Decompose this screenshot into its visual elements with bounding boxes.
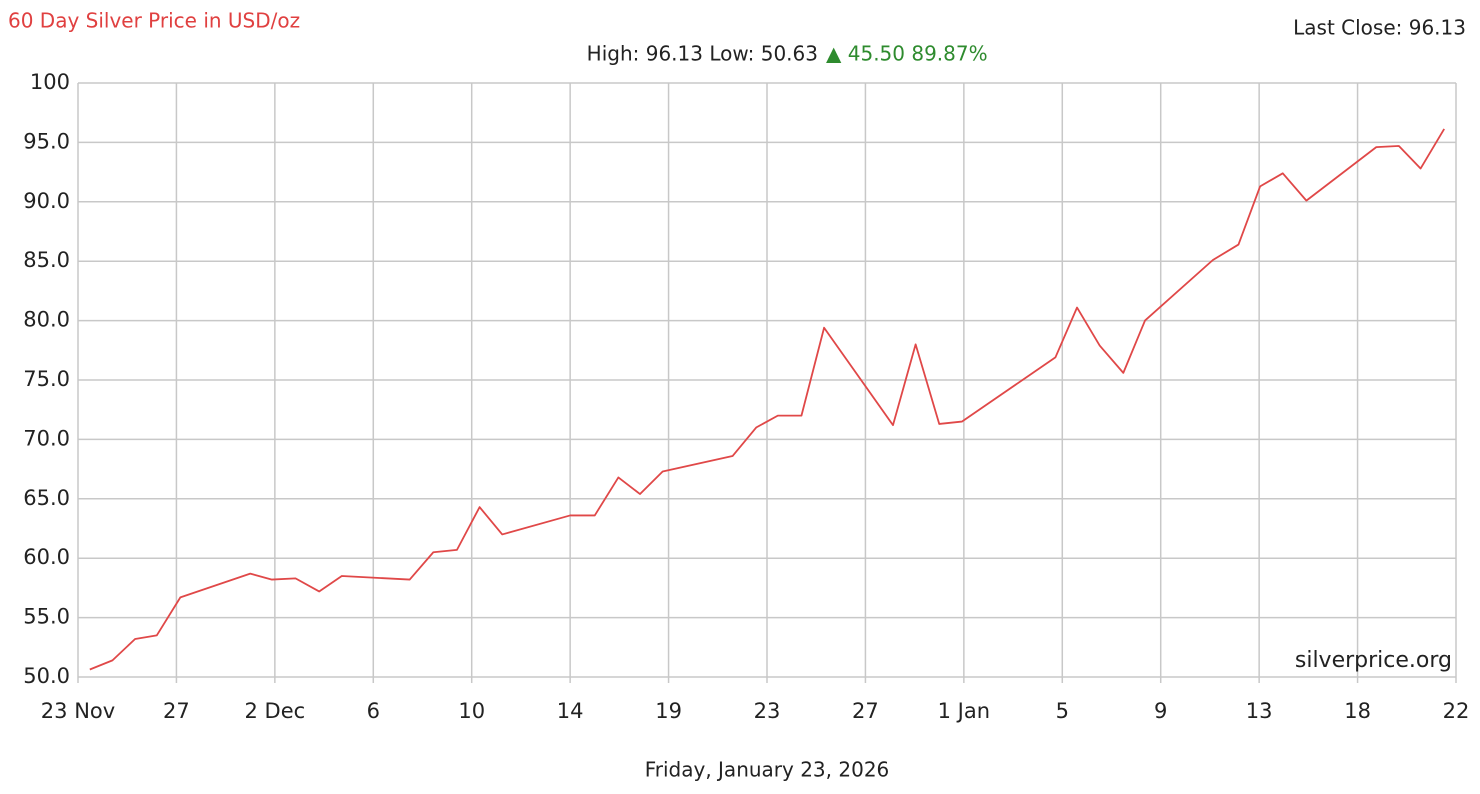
chart-title: 60 Day Silver Price in USD/oz: [8, 9, 300, 33]
x-tick-label: 19: [655, 699, 682, 723]
x-tick-label: 27: [852, 699, 879, 723]
y-tick-label: 100: [30, 70, 70, 94]
x-tick-label: 18: [1344, 699, 1371, 723]
x-tick-label: 5: [1056, 699, 1069, 723]
x-tick-label: 23 Nov: [41, 699, 115, 723]
y-tick-label: 55.0: [23, 605, 70, 629]
last-close: Last Close: 96.13: [1293, 16, 1466, 40]
x-tick-label: 27: [163, 699, 190, 723]
x-tick-label: 6: [367, 699, 380, 723]
x-tick-label: 14: [557, 699, 584, 723]
y-tick-label: 70.0: [23, 426, 70, 450]
y-tick-label: 90.0: [23, 189, 70, 213]
change: ▲ 45.50 89.87%: [826, 42, 988, 66]
y-tick-label: 85.0: [23, 248, 70, 272]
summary: High: 96.13 Low: 50.63: [587, 42, 818, 66]
x-tick-label: 1 Jan: [938, 699, 990, 723]
x-tick-label: 22: [1443, 699, 1470, 723]
x-tick-label: 9: [1154, 699, 1167, 723]
x-tick-label: 10: [458, 699, 485, 723]
price-line: [89, 128, 1445, 671]
y-tick-label: 80.0: [23, 308, 70, 332]
x-tick-label: 13: [1246, 699, 1273, 723]
y-tick-label: 95.0: [23, 129, 70, 153]
y-tick-label: 50.0: [23, 664, 70, 688]
footer: Friday, January 23, 2026: [645, 758, 890, 782]
y-tick-label: 60.0: [23, 545, 70, 569]
watermark: silverprice.org: [1295, 648, 1452, 673]
y-tick-label: 75.0: [23, 367, 70, 391]
y-tick-label: 65.0: [23, 486, 70, 510]
x-tick-label: 23: [754, 699, 781, 723]
x-tick-label: 2 Dec: [245, 699, 306, 723]
